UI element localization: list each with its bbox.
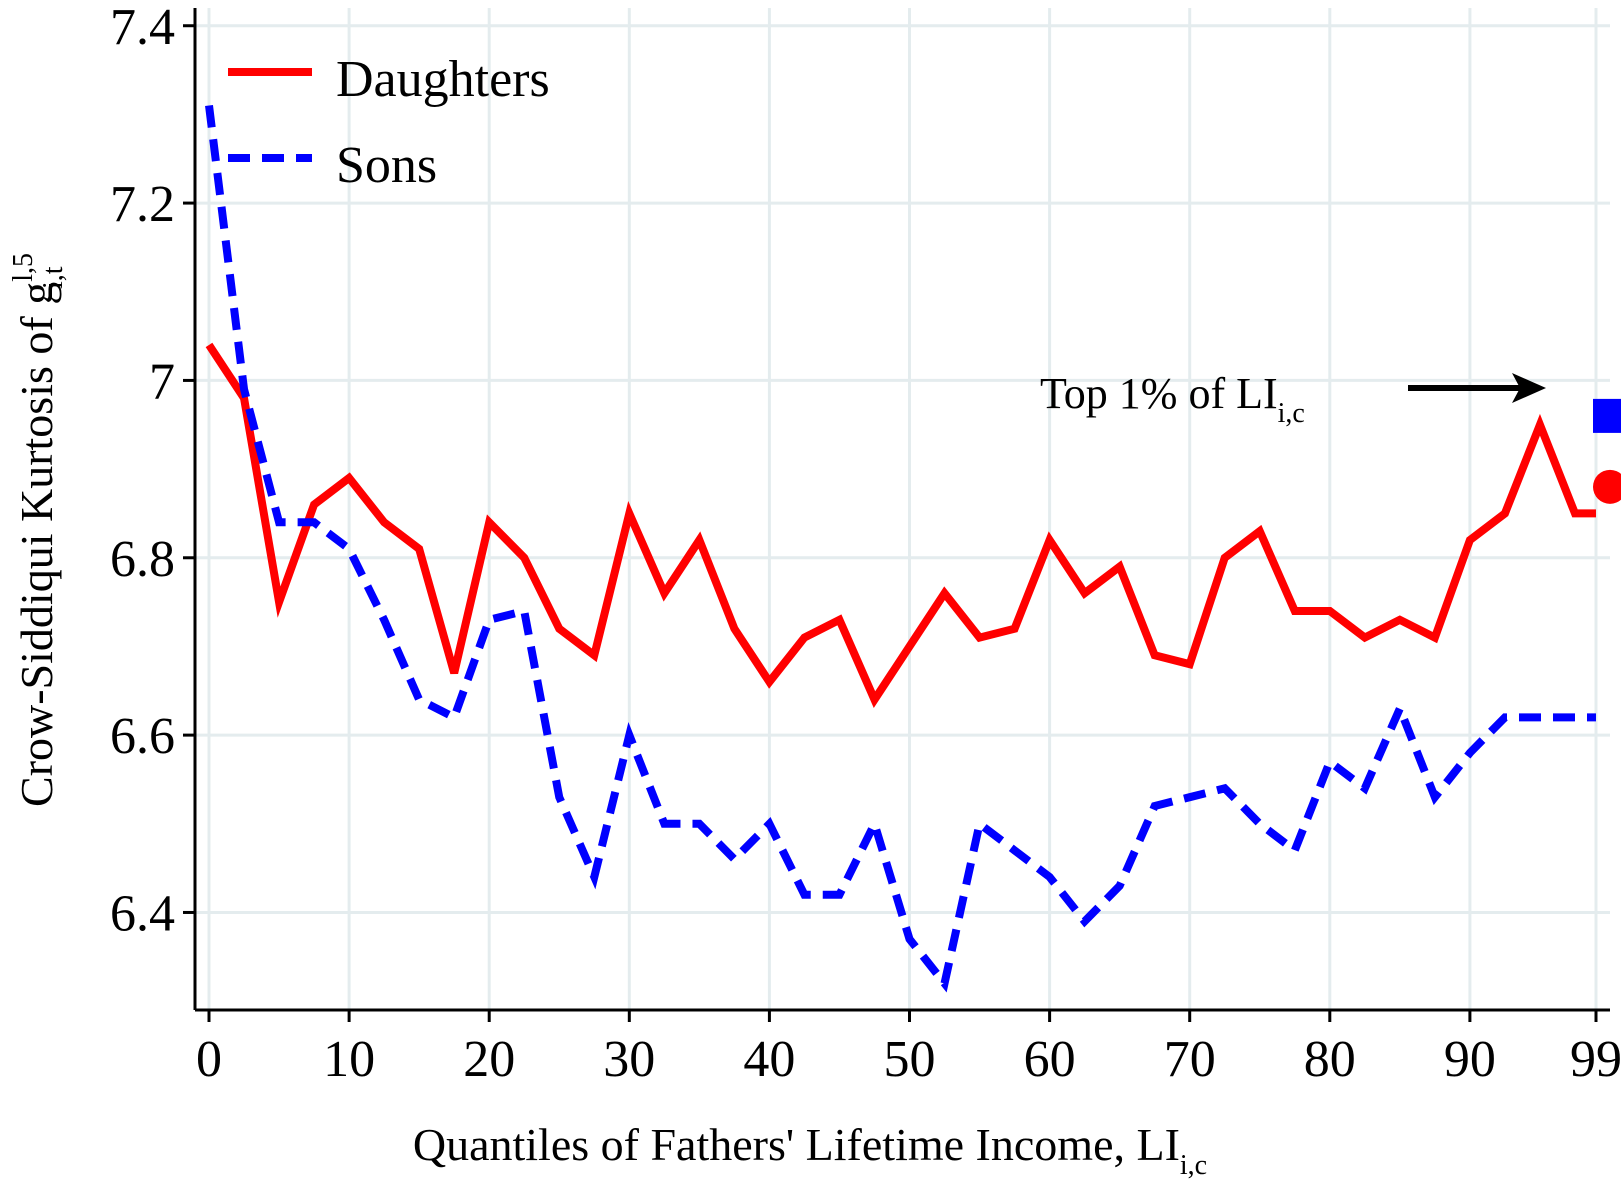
top-1-percent-annotation: Top 1% of LIi,c (1040, 369, 1546, 429)
y-tick-label: 6.6 (110, 708, 175, 765)
y-tick-label: 6.4 (110, 885, 175, 942)
axes (183, 8, 1610, 1022)
x-tick-label: 99 (1570, 1031, 1621, 1088)
tick-labels: 6.4 6.6 6.8 7 7.2 7.4 0 10 20 30 40 50 60 70 80 90 99 (110, 0, 1621, 1088)
series-layer (205, 105, 1621, 993)
x-tick-label: 0 (196, 1031, 222, 1088)
x-tick-label: 30 (603, 1031, 655, 1088)
x-tick-label: 80 (1304, 1031, 1356, 1088)
x-tick-label: 60 (1024, 1031, 1076, 1088)
legend-label-sons: Sons (336, 137, 437, 194)
annotation-arrow-head (1512, 373, 1546, 403)
annotation-text: Top 1% of LIi,c (1040, 369, 1305, 429)
legend-label-daughters: Daughters (336, 51, 550, 108)
y-tick-label: 7.2 (110, 176, 175, 233)
y-tick-label: 6.8 (110, 531, 175, 588)
y-tick-label: 7.4 (110, 0, 175, 56)
x-tick-label: 70 (1164, 1031, 1216, 1088)
series-line-daughters (205, 342, 1596, 708)
legend: Daughters Sons (228, 51, 550, 194)
x-tick-label: 10 (323, 1031, 375, 1088)
x-tick-label: 50 (884, 1031, 936, 1088)
top1-marker-daughters (1593, 469, 1621, 504)
x-axis-title: Quantiles of Fathers' Lifetime Income, L… (413, 1119, 1207, 1181)
grid (195, 8, 1610, 1010)
top1-marker-sons (1593, 398, 1621, 433)
y-axis-title: Crow-Siddiqui Kurtosis of gl,5i,t (8, 253, 69, 807)
y-tick-label: 7 (149, 353, 175, 410)
x-tick-label: 90 (1444, 1031, 1496, 1088)
x-tick-label: 40 (743, 1031, 795, 1088)
x-tick-label: 20 (463, 1031, 515, 1088)
series-line-sons (205, 105, 1596, 993)
